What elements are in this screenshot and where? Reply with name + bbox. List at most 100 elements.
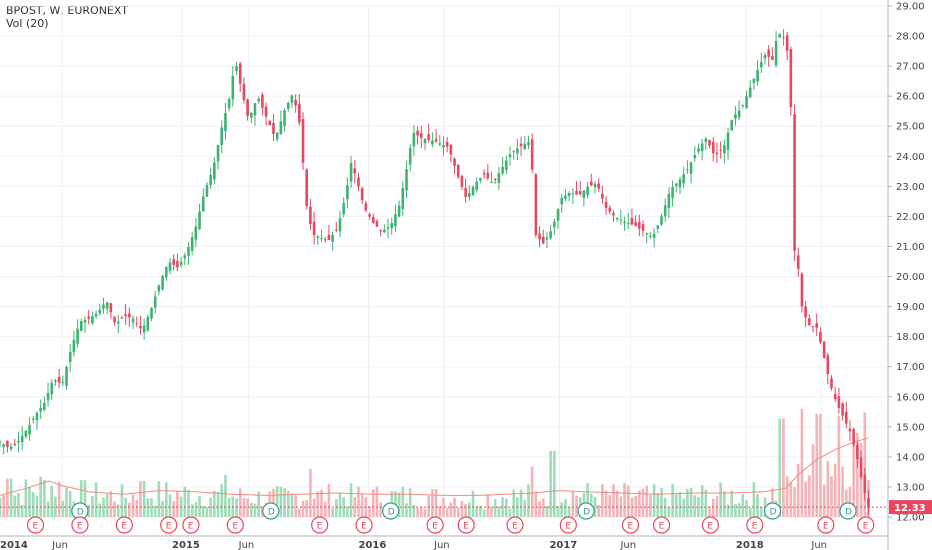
volume-bar (863, 412, 867, 517)
candle-body (782, 37, 785, 39)
candle-body (390, 223, 394, 229)
candle-body (763, 55, 767, 59)
volume-bar (527, 484, 530, 517)
volume-bar (283, 488, 286, 517)
candle-body (512, 151, 515, 153)
dividend-event-marker[interactable]: D (382, 502, 400, 520)
earnings-event-marker[interactable]: E (559, 516, 577, 534)
candle-body (142, 325, 146, 333)
candle-body (730, 120, 734, 131)
y-tick-label: 22.00 (896, 212, 925, 223)
candle-body (445, 141, 449, 147)
dividend-event-marker[interactable]: D (839, 502, 857, 520)
earnings-event-marker[interactable]: E (311, 516, 329, 534)
earnings-event-marker[interactable]: E (652, 516, 671, 534)
volume-bar (353, 497, 357, 517)
volume-bar (564, 499, 567, 517)
earnings-event-marker[interactable]: E (226, 516, 244, 534)
dividend-event-marker[interactable]: D (577, 502, 595, 520)
earnings-event-marker[interactable]: E (160, 516, 178, 534)
candle-body (663, 205, 667, 217)
volume-bar (848, 486, 852, 517)
volume-bar (508, 508, 512, 517)
dividend-event-marker[interactable]: D (262, 502, 280, 520)
earnings-event-marker[interactable]: E (355, 516, 373, 534)
candle-body (745, 96, 748, 109)
earnings-event-marker[interactable]: E (115, 516, 133, 534)
volume-bar (719, 482, 722, 517)
candle-body (360, 188, 364, 201)
volume-bar (150, 498, 153, 517)
earnings-event-marker[interactable]: E (857, 516, 875, 534)
candle-body (305, 169, 309, 207)
candle-body (667, 194, 671, 209)
earnings-event-marker[interactable]: E (506, 516, 524, 534)
candle-body (283, 110, 286, 126)
earnings-event-marker[interactable]: E (457, 516, 475, 534)
candle-body (578, 191, 582, 195)
volume-bar (83, 480, 87, 517)
volume-bar (645, 485, 649, 517)
candle-body (250, 113, 253, 118)
candle-body (686, 169, 689, 171)
earnings-event-marker[interactable]: E (621, 516, 640, 534)
volume-bar (671, 483, 674, 517)
volume-bar (493, 499, 497, 517)
candle-body (867, 497, 870, 508)
volume-bar (501, 497, 504, 517)
candle-body (479, 177, 482, 181)
candle-body (275, 132, 279, 140)
candle-body (394, 214, 397, 227)
svg-text:E: E (166, 521, 172, 531)
volume-bar (309, 469, 312, 517)
volume-bar (804, 481, 807, 517)
candle-body (571, 193, 575, 195)
candle-body (238, 63, 242, 84)
earnings-event-marker[interactable]: E (182, 516, 200, 534)
volume-bar (46, 501, 50, 517)
earnings-event-marker[interactable]: E (701, 516, 720, 534)
dividend-event-marker[interactable]: D (763, 502, 782, 520)
candle-body (652, 234, 656, 238)
volume-bar (397, 492, 401, 517)
svg-text:D: D (388, 507, 395, 517)
volume-bar (142, 481, 146, 517)
candle-body (837, 396, 841, 408)
earnings-event-marker[interactable]: E (71, 516, 89, 534)
volume-bar (723, 491, 726, 517)
volume-bar (442, 497, 445, 517)
volume-bar (201, 505, 205, 517)
volume-bar (800, 409, 804, 517)
earnings-event-marker[interactable]: E (26, 516, 45, 534)
candle-body (116, 321, 120, 324)
candle-body (708, 139, 711, 146)
candle-body (172, 259, 175, 265)
candle-body (619, 219, 623, 221)
candle-body (641, 224, 645, 231)
candle-body (671, 187, 674, 198)
earnings-event-marker[interactable]: E (426, 516, 444, 534)
earnings-event-marker[interactable]: E (746, 516, 764, 534)
earnings-event-marker[interactable]: E (817, 516, 835, 534)
volume-bar (468, 502, 471, 517)
volume-bar (98, 503, 102, 517)
volume-bar (379, 502, 382, 517)
volume-bar (793, 487, 796, 517)
candle-body (43, 402, 46, 411)
candle-body (146, 317, 150, 331)
volume-bar (342, 497, 345, 517)
candle-body (431, 140, 434, 145)
candle-body (482, 173, 486, 175)
candle-body (161, 275, 164, 290)
candle-body (120, 317, 124, 319)
candle-body (368, 214, 371, 217)
candle-body (844, 411, 848, 424)
volume-bar (31, 492, 35, 517)
svg-text:E: E (512, 521, 518, 531)
candle-body (527, 142, 530, 146)
svg-text:E: E (317, 521, 323, 531)
volume-bar (545, 506, 549, 517)
candle-body (2, 444, 5, 447)
candle-body (541, 236, 545, 244)
